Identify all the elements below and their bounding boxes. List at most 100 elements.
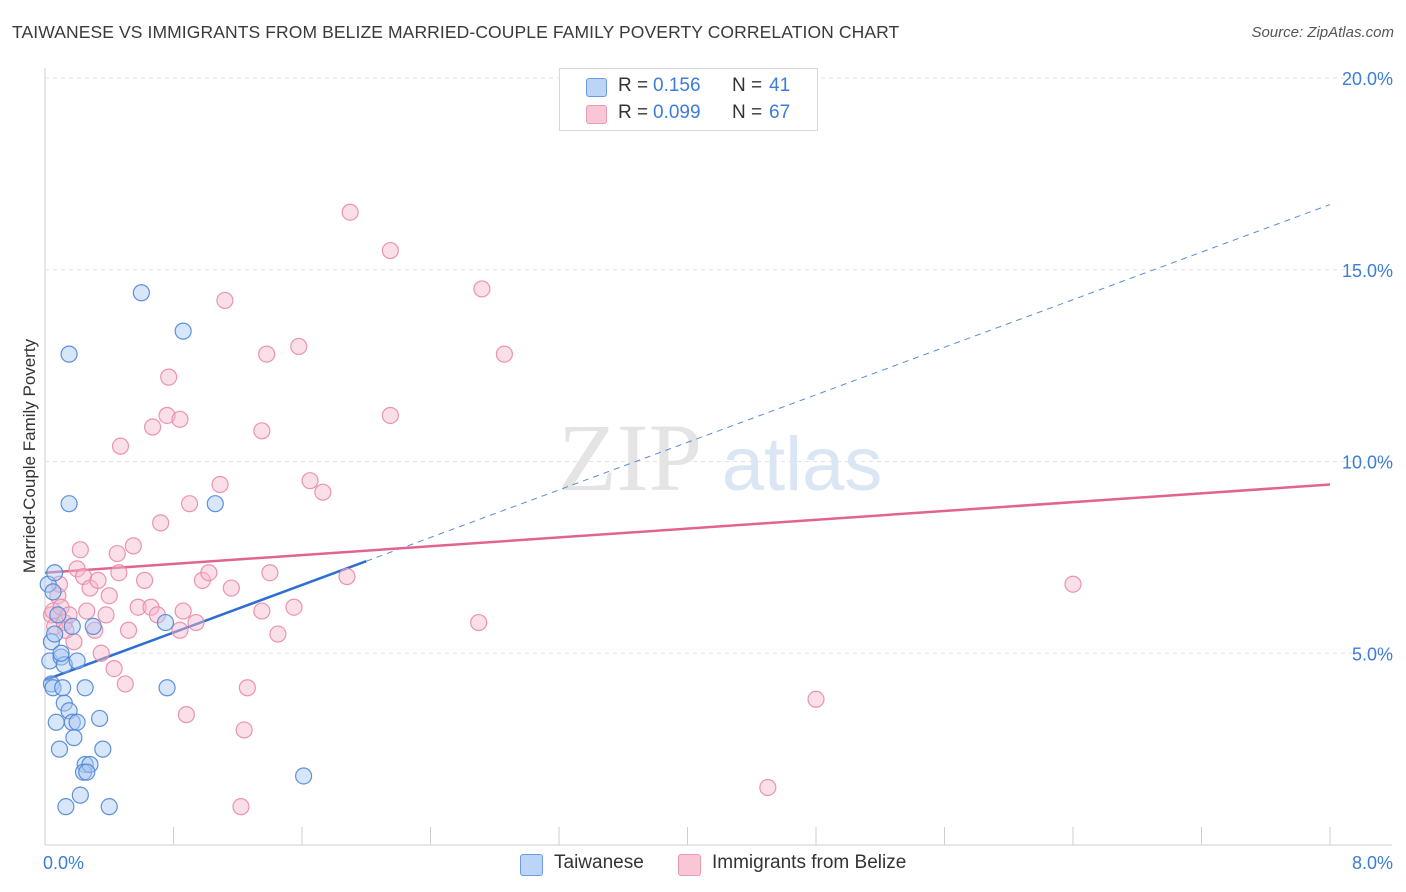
belize-trend-line (44, 483, 1331, 574)
trend-lines (44, 204, 1331, 682)
r-label: R = (618, 102, 649, 123)
taiwanese-point (100, 798, 118, 816)
belize-point (108, 544, 126, 563)
belize-point (301, 472, 319, 490)
taiwanese-point (60, 495, 78, 513)
taiwanese-point (78, 763, 96, 781)
belize-point (235, 721, 253, 739)
belize-point (473, 280, 491, 298)
belize-point (470, 613, 488, 632)
belize-n-value: 67 (769, 102, 791, 123)
watermark-atlas: atlas (722, 422, 883, 507)
belize-point (100, 587, 118, 605)
tick-labels: 5.0% 10.0% 15.0% 20.0% 0.0% 8.0% (43, 69, 1393, 873)
belize-point (65, 633, 83, 651)
belize-point (238, 679, 256, 697)
axes (44, 68, 1392, 846)
belize-point (807, 690, 825, 708)
taiwanese-r-value: 0.156 (653, 75, 701, 96)
belize-point (338, 567, 356, 586)
taiwanese-point (52, 644, 70, 662)
belize-point (135, 571, 154, 589)
taiwanese-point (132, 284, 150, 302)
n-label: N = (732, 75, 763, 96)
taiwanese-point (65, 729, 83, 747)
belize-swatch (586, 105, 607, 124)
taiwanese-point (295, 767, 313, 785)
belize-point (381, 241, 399, 260)
x-tick-label-max: 8.0% (1352, 853, 1393, 873)
belize-point (285, 598, 303, 616)
taiwanese-point (94, 740, 112, 758)
belize-point (171, 621, 189, 639)
correlation-legend: R = 0.156 N = 41 R = 0.099 N = 67 (559, 68, 818, 131)
belize-point (1064, 575, 1082, 593)
belize-point (222, 579, 240, 597)
belize-point (124, 537, 142, 555)
taiwanese-point (44, 583, 62, 601)
taiwanese-point (76, 679, 94, 697)
belize-point (144, 418, 162, 436)
belize-point (269, 625, 287, 643)
belize-point (253, 602, 271, 620)
taiwanese-point (84, 617, 102, 636)
taiwanese-point (63, 617, 81, 636)
taiwanese-point (156, 613, 175, 632)
taiwanese-point (54, 679, 72, 697)
y-tick-label: 10.0% (1342, 453, 1393, 473)
belize-point (200, 564, 218, 582)
belize-point (105, 659, 123, 678)
belize-point (216, 291, 234, 310)
taiwanese-point (91, 709, 109, 728)
belize-point (92, 644, 110, 662)
taiwanese-point (60, 345, 78, 363)
taiwanese-point (71, 786, 89, 804)
r-label: R = (618, 75, 649, 96)
taiwanese-point (158, 679, 176, 697)
taiwanese-point (49, 606, 67, 624)
belize-point (174, 602, 192, 620)
taiwanese-point (206, 495, 224, 513)
source-label: Source: ZipAtlas.com (1251, 24, 1394, 41)
belize-point (116, 675, 134, 693)
belize-point (381, 406, 399, 425)
belize-point (314, 483, 332, 501)
belize-point (180, 495, 199, 513)
belize-point (158, 406, 176, 425)
belize-point (253, 422, 271, 440)
belize-point (89, 571, 107, 589)
belize-point (160, 368, 178, 386)
belize-point (261, 564, 279, 582)
belize-point (258, 345, 276, 363)
belize-legend-swatch (678, 854, 701, 876)
taiwanese-swatch (586, 78, 607, 97)
belize-point (232, 798, 250, 816)
taiwanese-point (44, 679, 62, 697)
belize-legend-label: Immigrants from Belize (712, 852, 907, 873)
y-tick-label: 15.0% (1342, 261, 1393, 281)
taiwanese-point (57, 798, 75, 816)
chart-title: TAIWANESE VS IMMIGRANTS FROM BELIZE MARR… (12, 22, 900, 42)
y-tick-label: 5.0% (1352, 644, 1393, 664)
belize-point (110, 564, 128, 582)
taiwanese-point (46, 625, 64, 643)
taiwanese-n-value: 41 (769, 75, 791, 96)
belize-point (177, 706, 195, 724)
belize-point (187, 613, 205, 632)
taiwanese-point (47, 713, 65, 731)
belize-point (495, 345, 513, 363)
belize-point (171, 410, 189, 428)
belize-point (78, 602, 96, 620)
taiwanese-point (174, 322, 192, 340)
y-tick-label: 20.0% (1342, 69, 1393, 89)
taiwanese-point (68, 713, 86, 731)
belize-point (119, 621, 138, 639)
belize-point (211, 475, 229, 494)
taiwanese-legend-swatch (520, 854, 543, 876)
grid-lines (45, 77, 1392, 654)
belize-point (97, 606, 115, 624)
watermark-zip: ZIP (558, 404, 702, 511)
taiwanese-trend-extension (366, 204, 1331, 562)
taiwanese-point (68, 652, 86, 670)
